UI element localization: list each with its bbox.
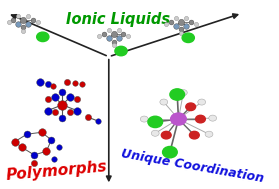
- Circle shape: [148, 116, 163, 128]
- Circle shape: [182, 33, 194, 43]
- Circle shape: [160, 99, 168, 105]
- Circle shape: [171, 113, 186, 125]
- Circle shape: [151, 130, 159, 136]
- Circle shape: [170, 89, 185, 100]
- Circle shape: [115, 46, 127, 56]
- Circle shape: [205, 131, 213, 137]
- Circle shape: [198, 99, 206, 105]
- Text: Ionic Liquids: Ionic Liquids: [66, 12, 170, 27]
- Circle shape: [209, 115, 217, 121]
- Circle shape: [161, 131, 171, 139]
- Text: Unique Coordination: Unique Coordination: [120, 147, 264, 185]
- Text: Polymorphs: Polymorphs: [5, 159, 107, 183]
- Circle shape: [163, 146, 177, 158]
- Circle shape: [179, 90, 187, 96]
- Circle shape: [186, 103, 196, 111]
- Circle shape: [189, 131, 199, 139]
- Circle shape: [140, 116, 148, 122]
- Circle shape: [196, 115, 205, 123]
- Circle shape: [37, 32, 49, 42]
